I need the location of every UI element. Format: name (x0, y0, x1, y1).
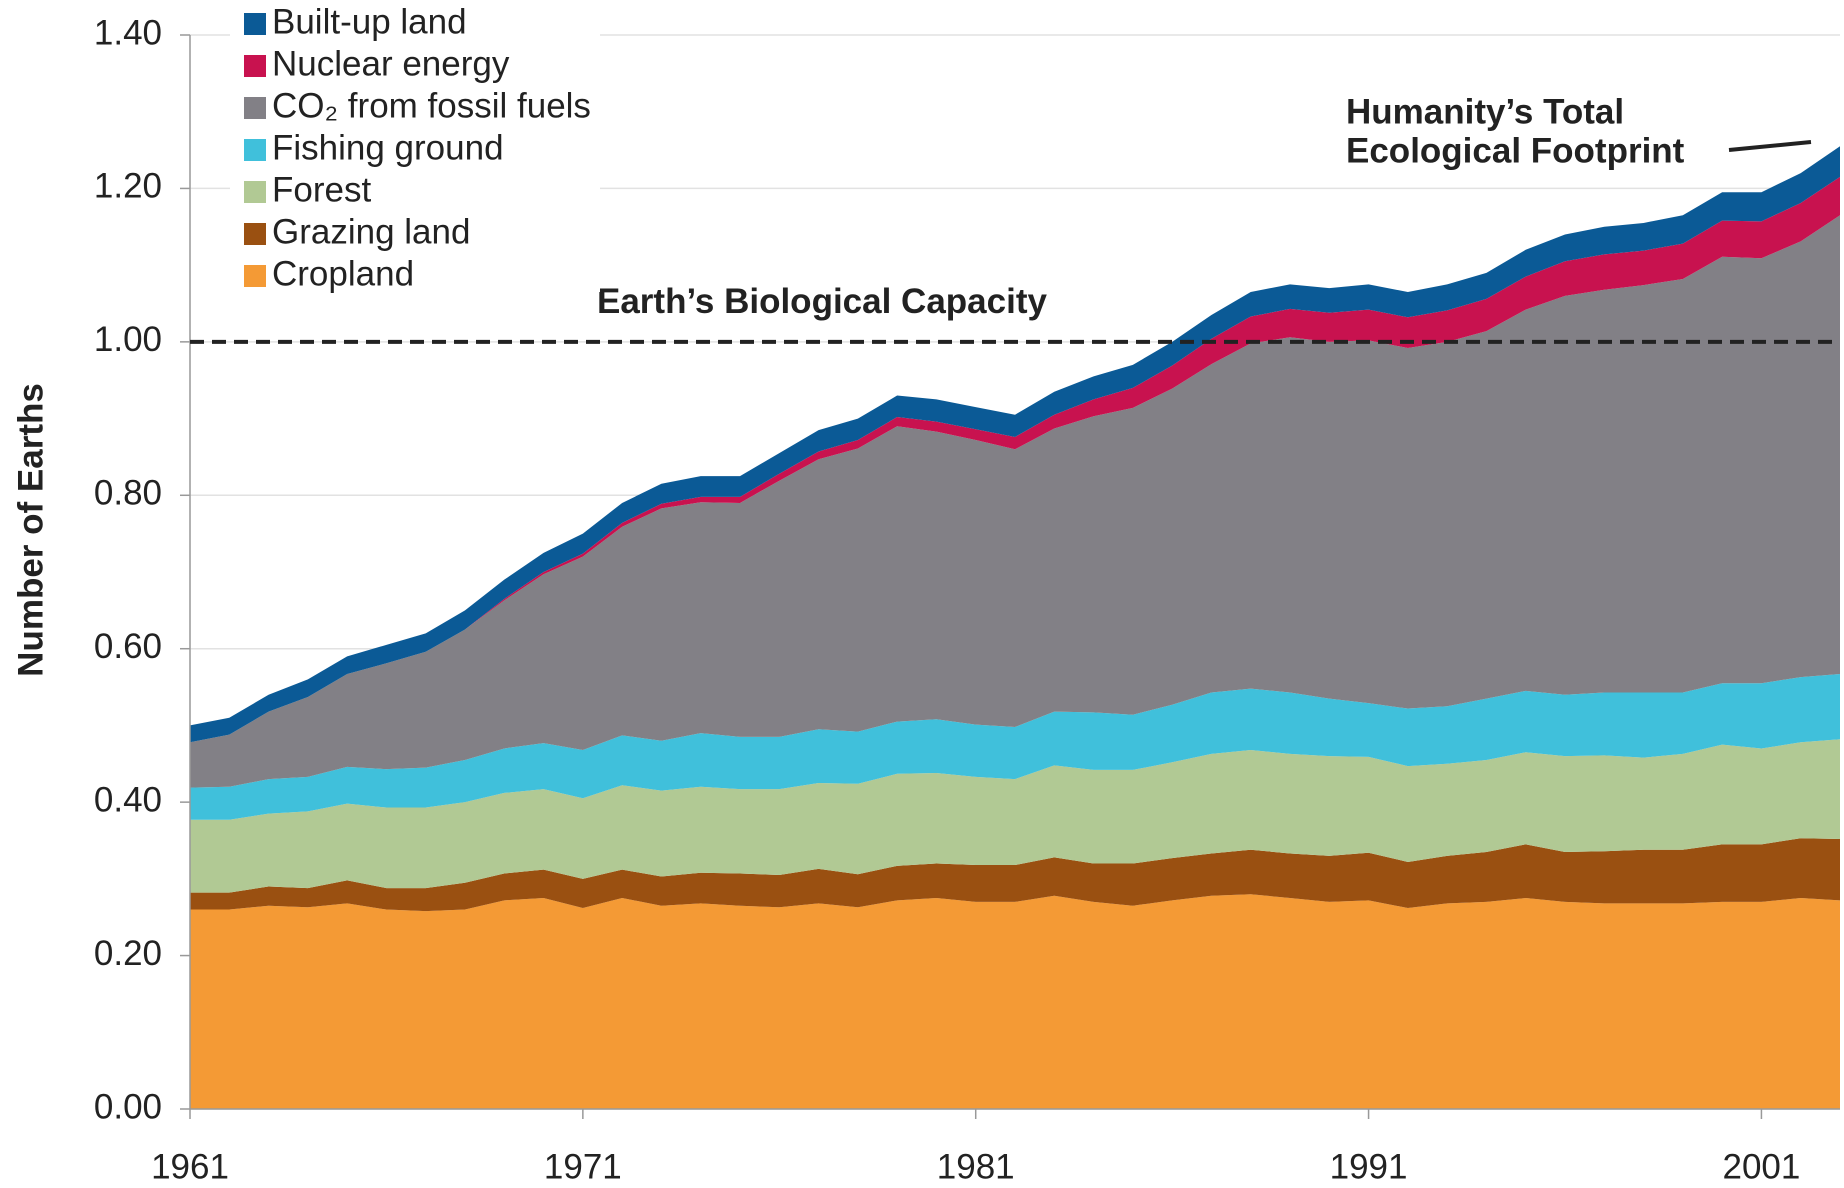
area (190, 674, 1840, 820)
legend-label: Forest (272, 170, 371, 209)
area (190, 215, 1840, 788)
legend-label: Cropland (272, 254, 414, 293)
area (190, 838, 1840, 912)
annotation: Ecological Footprint (1346, 131, 1685, 170)
x-tick-label: 1961 (151, 1147, 229, 1186)
y-tick-label: 0.20 (94, 934, 162, 973)
y-axis-label: Number of Earths (11, 383, 50, 677)
legend-swatch (244, 13, 266, 35)
legend-box (230, 0, 600, 292)
legend-label: Built-up land (272, 2, 467, 41)
y-tick-label: 1.40 (94, 13, 162, 52)
annotation: Humanity’s Total (1346, 92, 1624, 131)
legend-label: Grazing land (272, 212, 470, 251)
y-tick-label: 0.60 (94, 627, 162, 666)
area (190, 146, 1840, 743)
legend-swatch (244, 97, 266, 119)
x-tick-label: 1971 (544, 1147, 622, 1186)
legend-label: Fishing ground (272, 128, 504, 167)
area (190, 739, 1840, 893)
y-tick-label: 0.80 (94, 474, 162, 513)
y-tick-label: 0.00 (94, 1087, 162, 1126)
area (190, 894, 1840, 1109)
legend-swatch (244, 181, 266, 203)
x-tick-label: 1991 (1330, 1147, 1408, 1186)
y-tick-label: 1.00 (94, 320, 162, 359)
legend-swatch (244, 55, 266, 77)
legend-swatch (244, 223, 266, 245)
x-tick-label: 2001 (1722, 1147, 1800, 1186)
y-tick-label: 0.40 (94, 780, 162, 819)
reference-label: Earth’s Biological Capacity (597, 282, 1047, 321)
x-tick-label: 1981 (937, 1147, 1015, 1186)
legend-swatch (244, 139, 266, 161)
legend-swatch (244, 265, 266, 287)
area (190, 176, 1840, 743)
legend-label: Nuclear energy (272, 44, 510, 83)
y-tick-label: 1.20 (94, 167, 162, 206)
annotation-pointer (1728, 140, 1812, 152)
legend-label: CO₂ from fossil fuels (272, 86, 591, 125)
